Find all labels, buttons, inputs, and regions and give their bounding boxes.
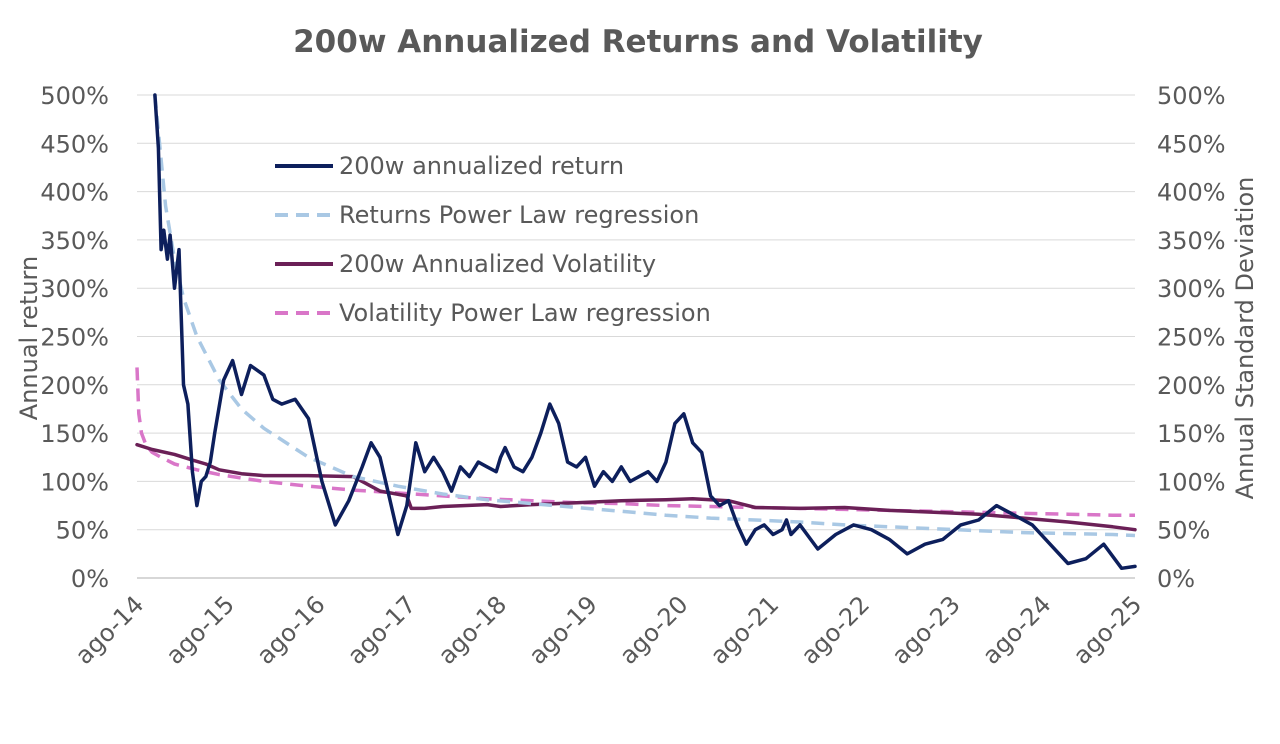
x-tick-label: ago-16 xyxy=(251,590,330,669)
legend-label-200w-annualized-return: 200w annualized return xyxy=(339,152,624,180)
x-tick-label: ago-21 xyxy=(705,590,784,669)
chart-title: 200w Annualized Returns and Volatility xyxy=(293,24,983,60)
x-tick-label: ago-14 xyxy=(70,590,149,669)
x-tick-label: ago-23 xyxy=(886,590,965,669)
x-tick-label: ago-25 xyxy=(1068,590,1147,669)
left-tick-label: 300% xyxy=(40,275,109,303)
right-tick-label: 450% xyxy=(1157,130,1226,158)
legend-label-200w-annualized-volatility: 200w Annualized Volatility xyxy=(339,250,656,278)
x-tick-label: ago-24 xyxy=(977,590,1056,669)
right-tick-label: 250% xyxy=(1157,324,1226,352)
legend-label-volatility-power-law-regression: Volatility Power Law regression xyxy=(339,299,711,327)
left-tick-label: 0% xyxy=(71,565,109,593)
right-tick-label: 300% xyxy=(1157,275,1226,303)
legend-label-returns-power-law-regression: Returns Power Law regression xyxy=(339,201,699,229)
left-tick-label: 50% xyxy=(56,517,109,545)
left-tick-label: 400% xyxy=(40,179,109,207)
x-tick-label: ago-20 xyxy=(614,590,693,669)
right-tick-label: 200% xyxy=(1157,372,1226,400)
left-tick-label: 150% xyxy=(40,420,109,448)
left-tick-label: 200% xyxy=(40,372,109,400)
left-tick-label: 450% xyxy=(40,130,109,158)
series-line-200w-annualized-volatility xyxy=(135,442,1137,532)
x-tick-label: ago-15 xyxy=(161,590,240,669)
right-tick-label: 350% xyxy=(1157,227,1226,255)
left-axis-title: Annual return xyxy=(15,256,43,420)
right-tick-label: 400% xyxy=(1157,179,1226,207)
legend: 200w annualized return Returns Power Law … xyxy=(275,152,711,327)
x-axis-ticks: ago-14 ago-15 ago-16 ago-17 ago-18 ago-19 ago-… xyxy=(70,590,1147,669)
series-line-200w-annualized-return xyxy=(153,93,1137,571)
x-tick-label: ago-19 xyxy=(523,590,602,669)
x-tick-label: ago-17 xyxy=(342,590,421,669)
left-tick-label: 350% xyxy=(40,227,109,255)
x-tick-label: ago-18 xyxy=(433,590,512,669)
right-tick-label: 50% xyxy=(1157,517,1210,545)
right-axis-ticks: 0% 50% 100% 150% 200% 250% 300% 350% 400% 450% 500… xyxy=(1157,82,1226,593)
right-axis-title: Annual Standard Deviation xyxy=(1231,177,1259,500)
x-tick-label: ago-22 xyxy=(796,590,875,669)
right-tick-label: 500% xyxy=(1157,82,1226,110)
right-tick-label: 150% xyxy=(1157,420,1226,448)
left-tick-label: 500% xyxy=(40,82,109,110)
gridlines xyxy=(137,94,1135,579)
right-tick-label: 0% xyxy=(1157,565,1195,593)
series-layer xyxy=(135,93,1137,571)
left-axis-ticks: 0% 50% 100% 150% 200% 250% 300% 350% 400% 450% 500… xyxy=(40,82,109,593)
left-tick-label: 100% xyxy=(40,468,109,496)
left-tick-label: 250% xyxy=(40,324,109,352)
right-tick-label: 100% xyxy=(1157,468,1226,496)
